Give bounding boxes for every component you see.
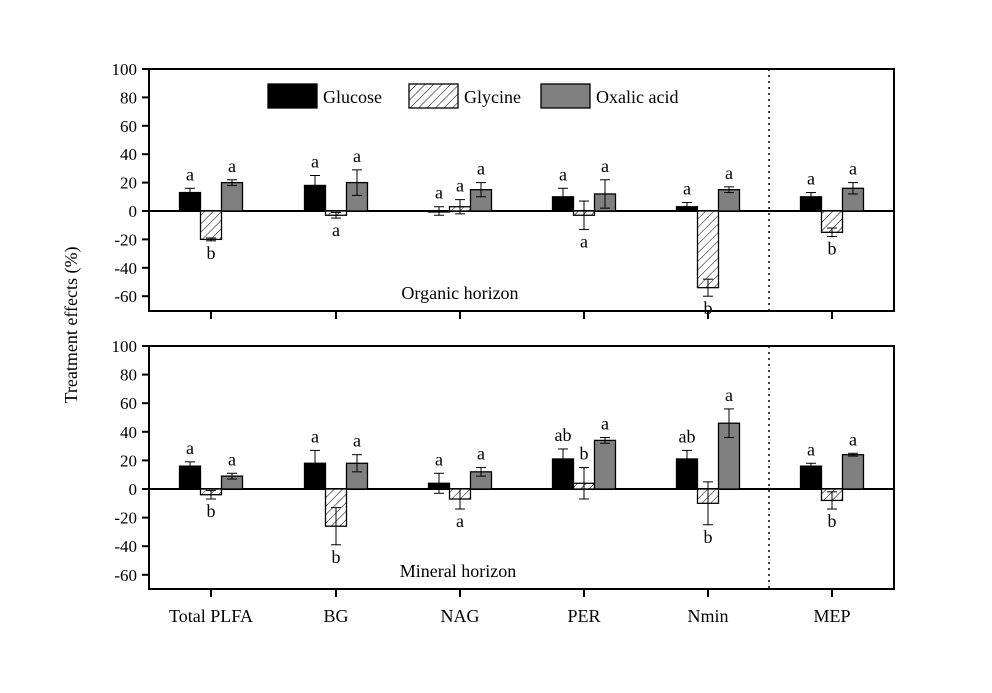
significance-letter: a [186, 438, 194, 458]
significance-letter: a [228, 156, 236, 176]
significance-letter: b [580, 444, 589, 464]
y-tick-label: -60 [114, 287, 137, 306]
bar-oxalic-acid [841, 454, 865, 490]
y-tick-label: 20 [120, 451, 137, 470]
y-tick-label: 20 [120, 174, 137, 193]
significance-letter: a [353, 431, 361, 451]
significance-letter: ab [555, 425, 572, 445]
bar-glycine [199, 210, 223, 241]
panel-mineral: -60 -40 -20 0 20 40 60 80 100 Mineral horizon a a a a… [112, 337, 895, 597]
y-tick-label: 40 [120, 145, 137, 164]
legend: Glucose Glycine Oxalic acid [267, 83, 678, 109]
significance-letter: a [456, 176, 464, 196]
y-tick-label: -20 [114, 230, 137, 249]
x-tick-label: Total PLFA [169, 606, 253, 626]
significance-letter: a [601, 156, 609, 176]
x-tick-label: NAG [441, 606, 480, 626]
legend-swatch-oxalic-acid [540, 83, 591, 109]
significance-letter: a [559, 164, 567, 184]
y-tick-label: -20 [114, 509, 137, 528]
significance-letter: b [704, 527, 713, 547]
significance-letter: a [807, 439, 815, 459]
significance-letter: a [849, 159, 857, 179]
significance-letter: a [332, 220, 340, 240]
legend-label: Oxalic acid [596, 87, 678, 107]
y-tick-label: 0 [129, 480, 138, 499]
y-tick-label: -60 [114, 566, 137, 585]
significance-letter: b [828, 239, 837, 259]
significance-letter: a [849, 429, 857, 449]
bar-oxalic-acid [593, 439, 617, 490]
plot-frame [148, 68, 895, 312]
y-axis-label: Treatment effects (%) [61, 247, 82, 404]
bar-oxalic-acid [220, 181, 244, 212]
significance-letter: a [435, 449, 443, 469]
significance-letter: ab [679, 426, 696, 446]
significance-letter: a [353, 146, 361, 166]
y-tick-label: 80 [120, 88, 137, 107]
significance-letter: a [725, 385, 733, 405]
y-tick-label: 60 [120, 394, 137, 413]
y-tick-label: 60 [120, 117, 137, 136]
significance-letter: a [477, 444, 485, 464]
y-tick-label: 80 [120, 366, 137, 385]
significance-letter: a [228, 449, 236, 469]
x-tick-label: MEP [813, 606, 850, 626]
plot-frame [148, 345, 895, 590]
significance-letter: a [186, 164, 194, 184]
y-tick-label: 40 [120, 423, 137, 442]
y-tick-label: -40 [114, 537, 137, 556]
y-tick-label: 0 [129, 202, 138, 221]
y-tick-label: 100 [112, 60, 138, 79]
significance-letter: a [477, 159, 485, 179]
x-tick-label: PER [567, 606, 600, 626]
legend-label: Glycine [464, 87, 521, 107]
significance-letter: b [828, 511, 837, 531]
significance-letter: a [601, 414, 609, 434]
significance-letter: b [332, 547, 341, 567]
legend-swatch-glycine [408, 83, 459, 109]
x-tick-label: BG [323, 606, 348, 626]
panel-label: Mineral horizon [400, 561, 516, 581]
panel-label: Organic horizon [401, 283, 518, 303]
bar-glucose [799, 465, 823, 490]
significance-letter: a [807, 169, 815, 189]
legend-label: Glucose [323, 87, 382, 107]
significance-letter: b [704, 298, 713, 318]
significance-letter: a [683, 178, 691, 198]
x-tick-label: Nmin [687, 606, 728, 626]
significance-letter: a [311, 426, 319, 446]
legend-swatch-glucose [267, 83, 318, 109]
significance-letter: a [580, 231, 588, 251]
significance-letter: b [207, 243, 216, 263]
significance-letter: a [311, 152, 319, 172]
significance-letter: a [456, 511, 464, 531]
significance-letter: b [207, 501, 216, 521]
y-tick-label: 100 [112, 337, 138, 356]
y-tick-label: -40 [114, 259, 137, 278]
significance-letter: a [435, 183, 443, 203]
significance-letter: a [725, 163, 733, 183]
bar-glycine [696, 210, 720, 289]
